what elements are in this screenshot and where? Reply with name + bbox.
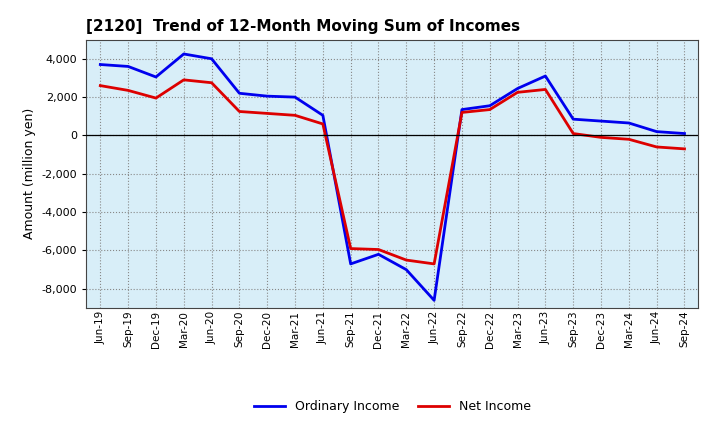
- Ordinary Income: [513, 86, 522, 91]
- Net Income: [485, 107, 494, 112]
- Net Income: [680, 146, 689, 151]
- Ordinary Income: [124, 64, 132, 69]
- Ordinary Income: [458, 107, 467, 112]
- Net Income: [179, 77, 188, 82]
- Ordinary Income: [402, 267, 410, 272]
- Line: Net Income: Net Income: [100, 80, 685, 264]
- Ordinary Income: [346, 261, 355, 267]
- Ordinary Income: [652, 129, 661, 134]
- Net Income: [402, 257, 410, 263]
- Net Income: [235, 109, 243, 114]
- Net Income: [652, 144, 661, 150]
- Net Income: [624, 137, 633, 142]
- Ordinary Income: [680, 131, 689, 136]
- Net Income: [263, 111, 271, 116]
- Ordinary Income: [569, 117, 577, 122]
- Ordinary Income: [179, 51, 188, 57]
- Net Income: [207, 80, 216, 85]
- Net Income: [458, 110, 467, 115]
- Net Income: [346, 246, 355, 251]
- Line: Ordinary Income: Ordinary Income: [100, 54, 685, 301]
- Net Income: [597, 135, 606, 140]
- Net Income: [513, 90, 522, 95]
- Ordinary Income: [96, 62, 104, 67]
- Ordinary Income: [291, 95, 300, 100]
- Ordinary Income: [597, 118, 606, 124]
- Ordinary Income: [318, 113, 327, 118]
- Net Income: [96, 83, 104, 88]
- Net Income: [124, 88, 132, 93]
- Ordinary Income: [263, 94, 271, 99]
- Net Income: [430, 261, 438, 267]
- Ordinary Income: [235, 91, 243, 96]
- Net Income: [569, 131, 577, 136]
- Ordinary Income: [624, 121, 633, 126]
- Legend: Ordinary Income, Net Income: Ordinary Income, Net Income: [253, 400, 531, 413]
- Ordinary Income: [374, 252, 383, 257]
- Ordinary Income: [485, 103, 494, 108]
- Ordinary Income: [152, 74, 161, 80]
- Ordinary Income: [430, 298, 438, 303]
- Y-axis label: Amount (million yen): Amount (million yen): [23, 108, 36, 239]
- Net Income: [291, 113, 300, 118]
- Net Income: [152, 95, 161, 101]
- Net Income: [374, 247, 383, 252]
- Net Income: [318, 121, 327, 127]
- Net Income: [541, 87, 550, 92]
- Ordinary Income: [541, 73, 550, 79]
- Text: [2120]  Trend of 12-Month Moving Sum of Incomes: [2120] Trend of 12-Month Moving Sum of I…: [86, 19, 521, 34]
- Ordinary Income: [207, 56, 216, 62]
